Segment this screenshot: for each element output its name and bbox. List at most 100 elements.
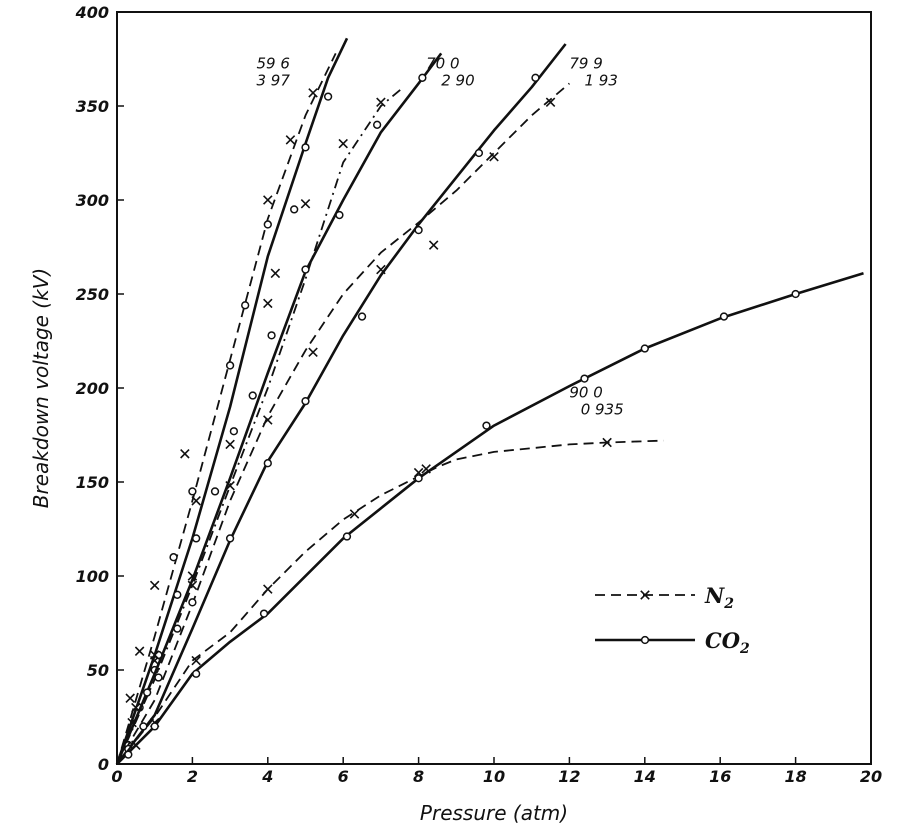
series-line <box>115 37 349 765</box>
data-point-circle <box>150 722 159 731</box>
x-tick-label: 16 <box>709 767 731 786</box>
data-point-cross <box>428 240 439 250</box>
data-point-cross <box>149 580 160 591</box>
data-point-cross <box>602 437 612 448</box>
y-tick-label: 200 <box>76 379 109 398</box>
legend-label: N2 <box>704 583 734 612</box>
data-point-cross <box>300 198 311 209</box>
series-8-co2 <box>116 272 864 765</box>
x-tick-label: 12 <box>558 767 580 786</box>
y-axis-title: Breakdown voltage (kV) <box>29 268 53 508</box>
data-point-circle <box>241 301 250 310</box>
y-tick-label: 50 <box>87 661 109 680</box>
series-line <box>116 82 570 765</box>
y-tick-label: 0 <box>98 755 109 774</box>
data-point-circle <box>192 669 201 678</box>
series-line <box>116 86 405 765</box>
curve-annotation: 2 90 <box>441 71 474 89</box>
data-point-circle <box>173 590 182 599</box>
series-3-n2 <box>116 86 405 765</box>
curve-annotation: 0 935 <box>581 400 624 418</box>
legend-label: CO2 <box>705 628 750 657</box>
data-point-cross <box>263 584 273 594</box>
curve-annotation: 79 9 <box>569 54 602 72</box>
data-point-circle <box>323 92 333 101</box>
data-point-circle <box>301 265 310 274</box>
legend-marker-circle <box>640 635 650 645</box>
data-point-circle <box>418 73 427 82</box>
data-point-cross <box>349 509 360 519</box>
x-tick-label: 8 <box>413 767 424 786</box>
x-tick-label: 14 <box>634 767 656 786</box>
curve-annotation: 3 97 <box>256 71 290 89</box>
data-point-cross <box>308 88 318 98</box>
data-point-cross <box>270 268 281 279</box>
data-point-circle <box>414 474 423 483</box>
data-point-circle <box>225 361 235 370</box>
x-axis-title: Pressure (atm) <box>420 801 568 825</box>
y-tick-label: 150 <box>76 473 109 492</box>
data-point-cross <box>285 135 296 145</box>
data-point-circle <box>580 374 589 383</box>
curve-annotation: 90 0 <box>569 383 602 401</box>
data-point-circle <box>290 205 299 214</box>
data-point-cross <box>191 655 201 666</box>
x-tick-label: 0 <box>111 767 122 786</box>
data-point-circle <box>248 391 257 400</box>
data-point-cross <box>134 646 145 656</box>
data-point-circle <box>263 459 272 468</box>
data-point-cross <box>191 496 201 506</box>
annotation-layer: 59 63 97 70 02 90 79 91 93 90 00 935 <box>256 54 623 418</box>
legend: N2 CO2 <box>595 583 750 657</box>
data-point-circle <box>267 331 276 340</box>
data-point-cross <box>376 97 386 108</box>
series-7-n2 <box>116 437 664 765</box>
data-point-circle <box>342 532 352 541</box>
data-point-cross <box>263 415 273 425</box>
x-tick-label: 18 <box>784 767 806 786</box>
data-point-circle <box>173 624 182 633</box>
plot-frame <box>116 11 872 765</box>
data-point-cross <box>308 347 318 358</box>
data-point-cross <box>187 580 198 591</box>
series-1-n2 <box>116 53 337 765</box>
data-point-circle <box>154 673 163 682</box>
data-point-cross <box>263 298 273 309</box>
curve-annotation: 70 0 <box>426 54 459 72</box>
series-line <box>116 439 664 765</box>
data-point-circle <box>301 143 310 152</box>
series-line <box>116 272 864 765</box>
series-line <box>115 52 443 765</box>
data-point-circle <box>210 487 220 496</box>
series-line <box>116 53 337 765</box>
series-4-co2 <box>115 52 443 765</box>
data-point-circle <box>335 210 344 220</box>
data-point-circle <box>188 487 197 496</box>
data-point-cross <box>338 138 348 149</box>
data-point-cross <box>149 650 160 660</box>
data-point-circle <box>640 344 649 353</box>
data-point-circle <box>414 225 423 235</box>
series-6-co2 <box>115 43 567 765</box>
legend-entry-2: CO2 <box>595 628 750 657</box>
data-point-cross <box>225 439 235 450</box>
data-point-circle <box>357 312 367 321</box>
legend-marker-cross <box>640 590 650 600</box>
data-point-cross <box>225 480 235 491</box>
data-point-circle <box>225 534 235 543</box>
y-tick-label: 350 <box>76 97 109 116</box>
data-point-circle <box>169 553 178 562</box>
series-5-n2 <box>116 82 570 765</box>
data-point-circle <box>474 148 484 158</box>
data-point-circle <box>482 421 491 430</box>
data-point-circle <box>372 120 382 129</box>
data-point-cross <box>545 97 556 108</box>
y-tick-label: 300 <box>76 191 109 210</box>
data-point-circle <box>139 722 148 731</box>
y-tick-label: 400 <box>75 3 109 22</box>
legend-entry-1: N2 <box>595 583 734 612</box>
y-axis-ticks: 0 50 100 150 200 250 300 350 400 <box>75 3 124 774</box>
x-tick-label: 20 <box>860 767 882 786</box>
x-tick-label: 4 <box>261 767 273 786</box>
